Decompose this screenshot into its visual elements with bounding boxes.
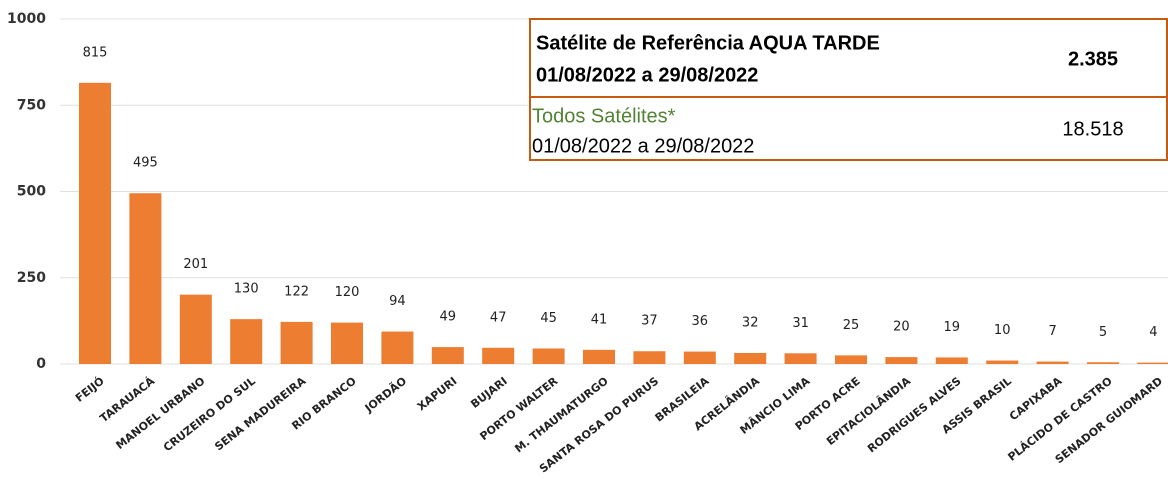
value-label: 19 bbox=[944, 320, 961, 335]
value-label: 10 bbox=[994, 323, 1011, 338]
value-label: 45 bbox=[540, 311, 557, 326]
value-label: 5 bbox=[1099, 325, 1107, 340]
bar bbox=[482, 347, 515, 364]
info-title: Todos Satélites* bbox=[532, 105, 676, 127]
bar bbox=[885, 357, 918, 364]
x-tick-label: SENA MADUREIRA bbox=[212, 374, 308, 453]
bar bbox=[633, 351, 666, 364]
x-tick-label: XAPURI bbox=[415, 374, 460, 413]
info-value: 2.385 bbox=[1068, 48, 1118, 70]
info-box bbox=[529, 18, 1168, 161]
x-tick-label: EPITACIOLÂNDIA bbox=[824, 374, 913, 448]
value-label: 32 bbox=[742, 315, 759, 330]
value-label: 120 bbox=[335, 285, 360, 300]
value-label: 94 bbox=[389, 294, 406, 309]
value-label: 31 bbox=[792, 316, 809, 331]
bar bbox=[280, 321, 313, 364]
bar bbox=[734, 352, 767, 364]
bar bbox=[1036, 361, 1069, 364]
info-title: Satélite de Referência AQUA TARDE bbox=[536, 32, 880, 54]
bar bbox=[935, 357, 968, 364]
y-tick-label: 0 bbox=[36, 356, 46, 372]
bar bbox=[1137, 362, 1168, 364]
x-tick-label: RODRIGUES ALVES bbox=[865, 374, 963, 455]
bar bbox=[1087, 362, 1119, 364]
x-tick-label: JORDÃO bbox=[362, 374, 409, 415]
info-date: 01/08/2022 a 29/08/2022 bbox=[536, 64, 758, 86]
value-label: 49 bbox=[440, 310, 457, 325]
x-tick-label: M. THAUMATURGO bbox=[512, 374, 610, 455]
bar bbox=[129, 193, 162, 364]
bar bbox=[431, 347, 464, 364]
value-label: 47 bbox=[490, 310, 507, 325]
value-label: 7 bbox=[1048, 324, 1056, 339]
value-label: 815 bbox=[83, 45, 108, 60]
value-label: 201 bbox=[183, 257, 208, 272]
bar bbox=[532, 348, 565, 364]
bar bbox=[179, 294, 212, 364]
bar bbox=[683, 351, 716, 364]
x-tick-label: MANOEL URBANO bbox=[113, 374, 207, 451]
value-label: 495 bbox=[133, 156, 158, 171]
y-tick-label: 1000 bbox=[7, 11, 46, 27]
bar bbox=[986, 360, 1019, 364]
value-label: 37 bbox=[641, 314, 658, 329]
value-label: 36 bbox=[692, 314, 709, 329]
bar bbox=[230, 319, 263, 364]
value-label: 20 bbox=[893, 320, 910, 335]
bar bbox=[835, 355, 867, 364]
bar bbox=[583, 349, 615, 364]
value-label: 41 bbox=[591, 312, 608, 327]
y-tick-label: 750 bbox=[17, 97, 46, 113]
bar bbox=[79, 82, 111, 364]
bar bbox=[331, 322, 363, 364]
info-date: 01/08/2022 a 29/08/2022 bbox=[532, 135, 754, 157]
value-label: 122 bbox=[284, 284, 309, 299]
info-value: 18.518 bbox=[1062, 118, 1123, 140]
x-tick-label: BUJARI bbox=[468, 374, 509, 410]
bar bbox=[784, 353, 817, 364]
value-label: 4 bbox=[1149, 325, 1157, 340]
y-tick-label: 500 bbox=[17, 184, 46, 200]
bar bbox=[381, 331, 414, 364]
x-tick-label: CRUZEIRO DO SUL bbox=[161, 374, 258, 454]
x-tick-label: FEIJÓ bbox=[73, 374, 107, 404]
y-tick-label: 250 bbox=[17, 270, 46, 286]
value-label: 130 bbox=[234, 282, 259, 297]
value-label: 25 bbox=[843, 318, 860, 333]
